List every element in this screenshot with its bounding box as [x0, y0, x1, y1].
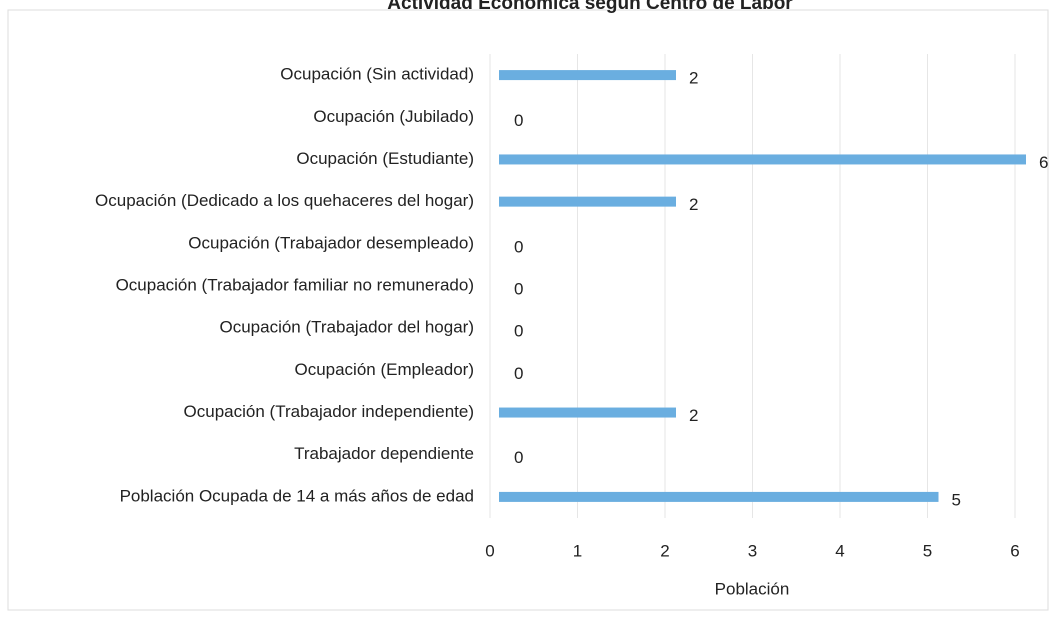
- value-label: 2: [689, 69, 698, 88]
- value-label: 0: [514, 111, 523, 130]
- x-tick-label: 0: [485, 541, 494, 560]
- y-tick-label: Ocupación (Trabajador independiente): [184, 402, 474, 421]
- value-label: 0: [514, 322, 523, 341]
- x-axis-title: Población: [715, 579, 790, 598]
- y-tick-label: Trabajador dependiente: [294, 444, 474, 463]
- bar: [499, 407, 676, 418]
- bar: [499, 196, 676, 207]
- value-label: 6: [1039, 153, 1048, 172]
- y-tick-label: Ocupación (Sin actividad): [280, 65, 474, 84]
- y-tick-label: Ocupación (Trabajador familiar no remune…: [116, 275, 474, 294]
- x-tick-label: 6: [1010, 541, 1019, 560]
- y-tick-label: Ocupación (Estudiante): [296, 149, 474, 168]
- value-label: 0: [514, 448, 523, 467]
- x-tick-label: 2: [660, 541, 669, 560]
- value-label: 0: [514, 279, 523, 298]
- y-tick-label: Ocupación (Empleador): [294, 360, 474, 379]
- bar: [499, 70, 676, 81]
- y-tick-label: Ocupación (Dedicado a los quehaceres del…: [95, 191, 474, 210]
- value-label: 2: [689, 195, 698, 214]
- chart-frame: [7, 9, 1049, 611]
- x-tick-label: 3: [748, 541, 757, 560]
- x-tick-label: 5: [923, 541, 932, 560]
- value-label: 5: [952, 490, 961, 509]
- value-label: 0: [514, 364, 523, 383]
- bar: [499, 154, 1026, 165]
- y-tick-label: Ocupación (Trabajador del hogar): [219, 318, 474, 337]
- x-tick-label: 4: [835, 541, 844, 560]
- value-label: 2: [689, 406, 698, 425]
- y-tick-label: Ocupación (Jubilado): [313, 107, 474, 126]
- value-label: 0: [514, 237, 523, 256]
- y-tick-label: Ocupación (Trabajador desempleado): [188, 233, 474, 252]
- x-tick-label: 1: [573, 541, 582, 560]
- chart-title: Actividad Económica según Centro de Labo…: [387, 0, 793, 14]
- y-tick-label: Población Ocupada de 14 a más años de ed…: [120, 486, 474, 505]
- bar: [499, 491, 939, 502]
